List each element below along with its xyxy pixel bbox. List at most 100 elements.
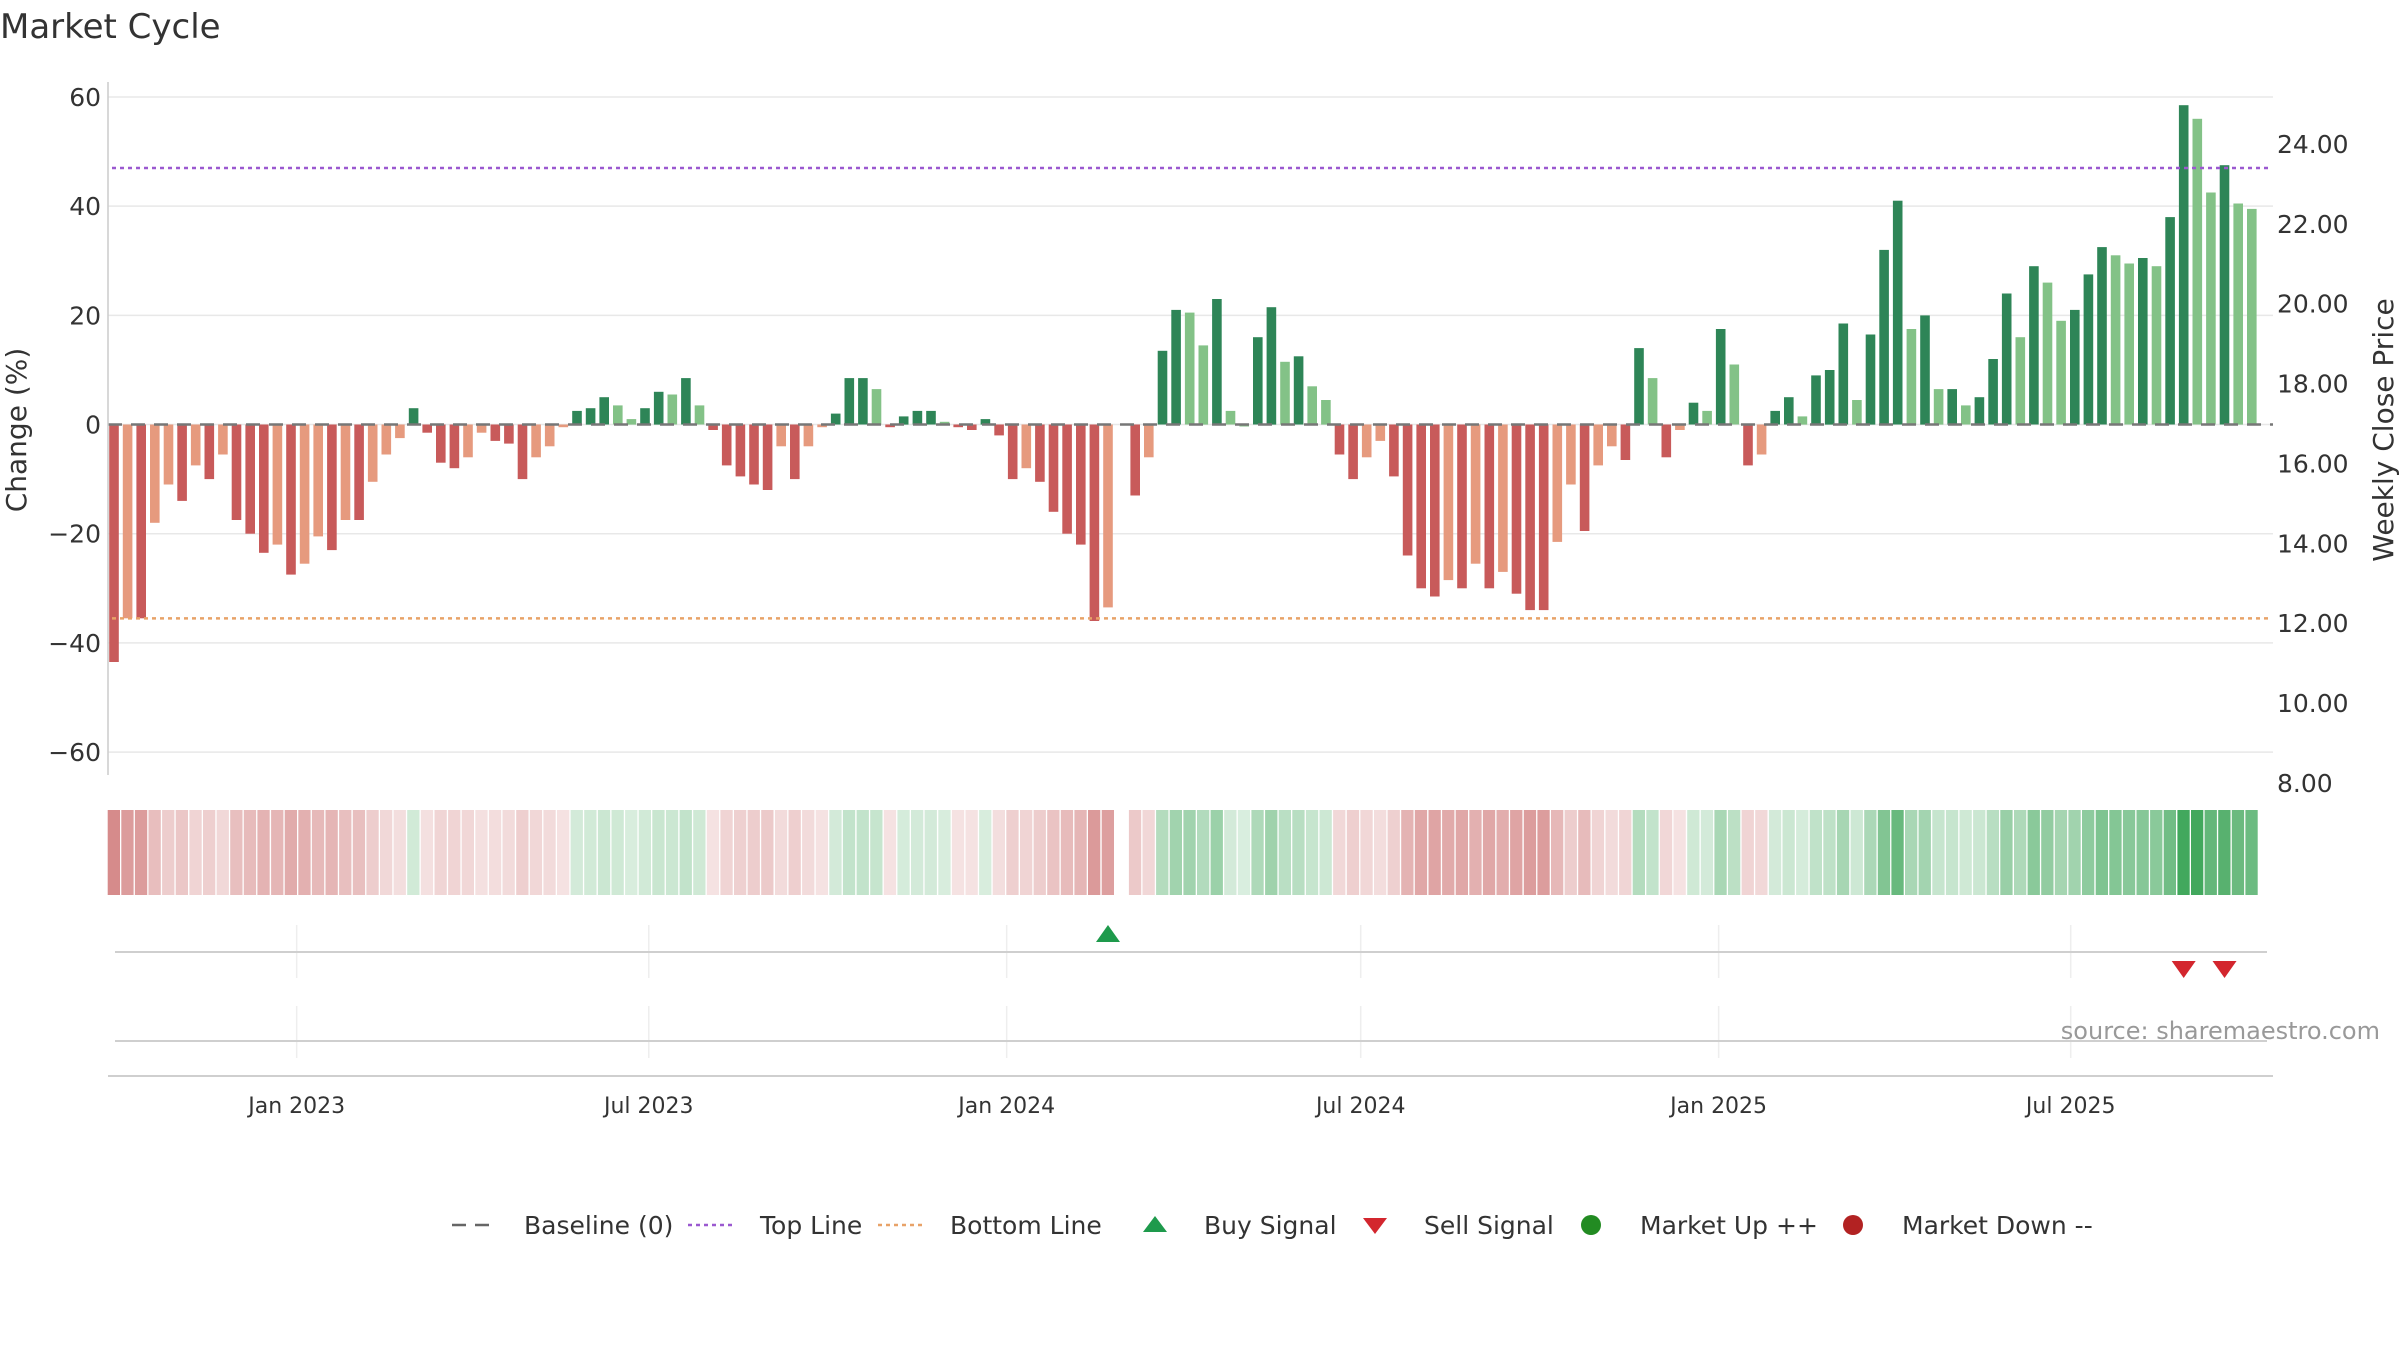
heat-cell (2163, 810, 2176, 895)
change-bar (681, 378, 691, 425)
change-bar (1266, 307, 1277, 425)
heat-cell (570, 810, 583, 895)
y2-tick-label: 12.00 (2277, 609, 2349, 638)
heat-cell (325, 810, 338, 895)
legend-item-buy: Buy Signal (1143, 1211, 1337, 1240)
heat-cell (1523, 810, 1537, 895)
change-bar (1552, 424, 1563, 542)
change-bar (1647, 378, 1658, 425)
change-bar (1457, 424, 1467, 589)
change-bar (122, 424, 133, 619)
heat-cell (1782, 810, 1795, 895)
y2-axis-label: Weekly Close Price (2367, 298, 2400, 561)
y-tick-label: 0 (85, 411, 101, 440)
change-bar (1784, 397, 1794, 425)
change-bar (408, 408, 419, 425)
change-bar (1892, 200, 1903, 425)
heat-cell (1510, 810, 1523, 895)
heat-cell (339, 810, 352, 895)
legend-label: Bottom Line (950, 1211, 1102, 1240)
y-tick-label: 40 (69, 192, 101, 221)
heat-cell (829, 810, 842, 895)
heat-cell (706, 810, 720, 895)
change-bar (1280, 361, 1290, 425)
change-bar (1525, 424, 1535, 611)
heat-cell (1101, 810, 1114, 895)
change-bar (967, 424, 977, 430)
heat-cell (1714, 810, 1727, 895)
heat-cell (979, 810, 992, 895)
change-bar (1375, 424, 1386, 441)
change-bar (245, 424, 255, 534)
heat-cell (380, 810, 393, 895)
change-bar (1634, 348, 1644, 425)
change-bar (218, 424, 228, 455)
change-bar (640, 408, 650, 425)
heat-cell (475, 810, 488, 895)
legend: Baseline (0) Top Line Bottom Line Buy Signa… (452, 1211, 2093, 1240)
y2-tick-label: 22.00 (2277, 210, 2349, 239)
change-bar (1443, 424, 1454, 581)
change-bar (1661, 424, 1672, 458)
heat-cell (230, 810, 243, 895)
heat-cell (1020, 810, 1033, 895)
change-bar (2110, 255, 2121, 425)
change-bar (1906, 329, 1917, 425)
legend-label: Market Down -- (1902, 1211, 2093, 1240)
heat-cell (815, 810, 828, 895)
legend-circle-icon (1581, 1215, 1601, 1235)
heat-cell (461, 810, 474, 895)
change-bar (790, 424, 800, 480)
change-bar (1607, 424, 1617, 447)
heat-cell (1537, 810, 1550, 895)
heat-cell (679, 810, 692, 895)
heat-cell (1755, 810, 1768, 895)
heat-cell (1333, 810, 1346, 895)
change-bar (490, 424, 501, 441)
change-bar (231, 424, 242, 520)
heat-cell (434, 810, 447, 895)
heat-cell (1605, 810, 1618, 895)
heat-cell (557, 810, 570, 895)
change-bar (1062, 424, 1072, 534)
change-bar (2165, 217, 2175, 425)
y-tick-label: −60 (48, 738, 101, 767)
heat-cell (1905, 810, 1918, 895)
change-bar (980, 419, 991, 425)
change-bar (898, 416, 909, 425)
change-bar (721, 424, 732, 466)
heat-cell (1414, 810, 1428, 895)
change-bar (150, 424, 160, 523)
change-bar (2247, 208, 2257, 425)
change-bar (749, 424, 759, 485)
change-bar (776, 424, 786, 447)
change-bar (1007, 424, 1018, 480)
change-bar (327, 424, 337, 551)
change-bar (1947, 389, 1957, 425)
change-bar (2151, 266, 2162, 425)
heat-cell (488, 810, 502, 895)
heat-cell (1741, 810, 1754, 895)
change-bar (939, 421, 950, 425)
change-bar (613, 405, 623, 425)
change-bar (2206, 192, 2216, 425)
weekly-change-bars (109, 105, 2257, 662)
change-bar (1225, 410, 1236, 425)
heat-cell (1305, 810, 1319, 895)
heat-cell (1210, 810, 1223, 895)
heat-cell (1659, 810, 1673, 895)
change-bar (2056, 320, 2066, 425)
heat-cell (1482, 810, 1496, 895)
heat-cell (1428, 810, 1441, 895)
change-bar (1402, 424, 1413, 556)
heat-cell (1768, 810, 1782, 895)
change-bar (1838, 323, 1849, 425)
heat-cell (1128, 810, 1142, 895)
heat-cell (448, 810, 461, 895)
heat-cell (652, 810, 665, 895)
change-bar (2029, 266, 2039, 425)
heat-cell (1251, 810, 1264, 895)
change-bar (163, 424, 174, 485)
heat-cell (1278, 810, 1291, 895)
change-bar (1961, 405, 1971, 425)
